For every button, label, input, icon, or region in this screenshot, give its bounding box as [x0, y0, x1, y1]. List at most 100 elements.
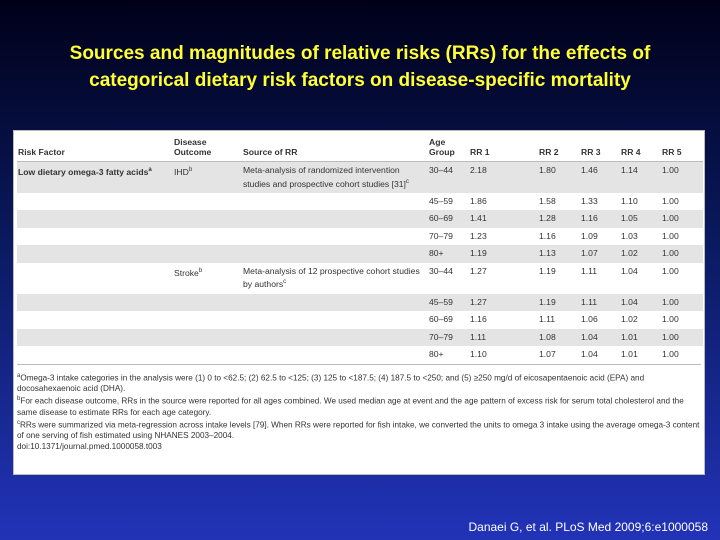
empty-cell: [17, 293, 173, 312]
table-cell: 1.03: [621, 230, 638, 241]
table-cell: 1.46: [580, 161, 620, 193]
table-cell: 1.19: [469, 245, 538, 263]
column-header: Disease Outcome: [173, 134, 242, 162]
cell-text: Low dietary omega-3 fatty acids: [18, 166, 149, 177]
footnote-marker: b: [188, 167, 193, 173]
empty-cell: [173, 293, 242, 312]
empty-cell: [242, 193, 428, 211]
table-cell: 1.01: [620, 328, 661, 347]
table-cell: 1.05: [620, 210, 661, 228]
table-cell: 1.11: [581, 265, 598, 276]
empty-cell: [242, 245, 428, 263]
title-line: categorical dietary risk factors on dise…: [89, 70, 631, 91]
citation: Danaei G, et al. PLoS Med 2009;6:e100005…: [468, 520, 708, 534]
table-row: 45–59 1.86 1.58 1.33 1.10 1.00: [17, 193, 703, 211]
empty-cell: [173, 228, 242, 246]
slide-title: Sources and magnitudes of relative risks…: [0, 40, 720, 94]
empty-cell: [17, 346, 173, 364]
table-cell: 1.16: [539, 230, 556, 241]
table-cell: 1.27: [469, 293, 538, 312]
cell-text: Stroke: [174, 267, 199, 278]
empty-cell: [242, 346, 428, 364]
table-cell: 1.28: [538, 210, 580, 228]
column-header: RR 4: [620, 134, 661, 162]
table-cell: 2.18: [469, 161, 538, 193]
table-cell: 1.19: [539, 265, 556, 276]
empty-cell: [242, 328, 428, 347]
table-cell: 80+: [429, 349, 444, 360]
cell-text: IHD: [174, 166, 189, 177]
cell-text: Meta-analysis of 12 prospective cohort s…: [243, 265, 420, 290]
empty-cell: [173, 328, 242, 347]
table-cell: 60–69: [428, 210, 469, 228]
empty-cell: [173, 210, 242, 228]
table-cell: 1.07: [580, 245, 620, 263]
title-line: Sources and magnitudes of relative risks…: [69, 43, 651, 64]
table-row: 45–59 1.27 1.19 1.11 1.04 1.00: [17, 293, 703, 312]
empty-cell: [173, 346, 242, 364]
empty-cell: [17, 311, 173, 329]
table-cell: 1.11: [539, 314, 556, 325]
table-row: Strokeb Meta-analysis of 12 prospective c…: [17, 263, 703, 294]
column-header: RR 5: [661, 134, 703, 162]
empty-cell: [17, 263, 173, 294]
column-header: RR 2: [538, 134, 580, 162]
table-cell: 1.00: [661, 293, 703, 312]
table-cell: 1.16: [580, 210, 620, 228]
footnote: bFor each disease outcome, RRs in the so…: [17, 394, 701, 418]
footnote-marker: c: [283, 279, 287, 286]
table-cell: 1.04: [620, 293, 661, 312]
empty-cell: [242, 228, 428, 246]
table-row: 80+ 1.10 1.07 1.04 1.01 1.00: [17, 346, 703, 364]
footnote-text: RRs were summarized via meta-regression …: [17, 420, 700, 441]
table-cell: 1.14: [620, 161, 661, 193]
table-cell: 1.02: [621, 314, 638, 325]
empty-cell: [242, 311, 428, 329]
table-cell: 1.27: [470, 265, 487, 276]
footnote-marker: c: [405, 178, 409, 185]
column-header: Age Group: [428, 134, 469, 162]
footnote-marker: b: [17, 396, 21, 403]
table-cell: 1.00: [662, 265, 679, 276]
table-cell: Meta-analysis of 12 prospective cohort s…: [242, 263, 428, 294]
table-cell: 1.04: [581, 349, 598, 360]
empty-cell: [17, 328, 173, 347]
table-cell: Strokeb: [173, 263, 242, 294]
table-cell: 70–79: [428, 328, 469, 347]
table-cell: IHDb: [173, 161, 242, 193]
table-cell: 1.00: [661, 210, 703, 228]
table-cell: 1.00: [661, 245, 703, 263]
column-header: Risk Factor: [17, 134, 173, 162]
table-cell: 1.07: [539, 349, 556, 360]
header-row: Risk Factor Disease Outcome Source of RR Ag…: [17, 134, 703, 162]
table-cell: Low dietary omega-3 fatty acidsa: [17, 161, 173, 193]
footnote-text: For each disease outcome, RRs in the sou…: [17, 397, 684, 417]
table-cell: 1.00: [662, 314, 679, 325]
footnote-text: Omega-3 intake categories in the analysi…: [17, 373, 645, 393]
table: Risk Factor Disease Outcome Source of RR Ag…: [17, 134, 703, 364]
table-cell: 1.58: [539, 195, 556, 206]
table-cell: 1.10: [621, 195, 638, 206]
table-cell: 1.00: [662, 195, 679, 206]
table-cell: 45–59: [429, 195, 453, 206]
table-row: Low dietary omega-3 fatty acidsa IHDb Meta…: [17, 161, 703, 193]
table-cell: 30–44: [428, 161, 469, 193]
table-cell: 1.13: [538, 245, 580, 263]
empty-cell: [242, 210, 428, 228]
table-cell: 1.09: [581, 230, 598, 241]
doi: doi:10.1371/journal.pmed.1000058.t003: [17, 441, 162, 451]
table-cell: Meta-analysis of randomized intervention…: [242, 161, 428, 193]
table-cell: 80+: [428, 245, 469, 263]
table-row: 70–79 1.23 1.16 1.09 1.03 1.00: [17, 228, 703, 246]
empty-cell: [173, 245, 242, 263]
table-cell: 1.11: [469, 328, 538, 347]
column-header: Source of RR: [242, 134, 428, 162]
table-row: 60–69 1.41 1.28 1.16 1.05 1.00: [17, 210, 703, 228]
table-cell: 1.10: [470, 349, 487, 360]
empty-cell: [173, 193, 242, 211]
footnote-marker: a: [148, 167, 152, 173]
table-cell: 1.41: [469, 210, 538, 228]
column-header: RR 1: [469, 134, 538, 162]
table-cell: 1.00: [662, 349, 679, 360]
